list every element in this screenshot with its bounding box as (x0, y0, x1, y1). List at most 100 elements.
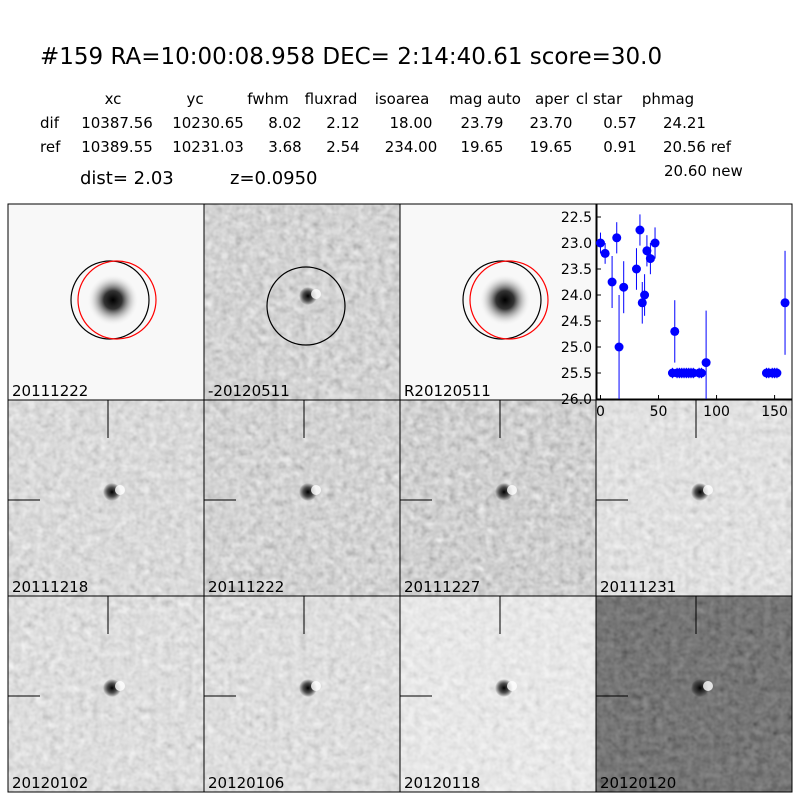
source-pos (115, 681, 125, 691)
point (619, 282, 629, 292)
column-header: cl star (576, 90, 623, 108)
stamp: 20120102 (7, 595, 205, 793)
aperture (462, 260, 542, 340)
cell: 23.79 (461, 114, 504, 132)
cell: 0.57 (603, 114, 636, 132)
cell: 2.12 (326, 114, 359, 132)
y-tick-label: 24.0 (561, 288, 592, 304)
redshift: z=0.0950 (230, 168, 318, 189)
row-label: dif (40, 114, 60, 132)
stamp-label: 20111222 (208, 578, 284, 596)
source-pos (311, 681, 321, 691)
source-pos (703, 485, 713, 495)
cell: 10389.55 (81, 138, 153, 156)
stamp-label: 20120118 (404, 774, 480, 792)
stamp: 20120120 (595, 595, 793, 793)
stamp-label: 20120102 (12, 774, 88, 792)
point (631, 264, 641, 274)
y-tick-label: 23.0 (561, 236, 592, 252)
panels: 20111222 -20120511 R20120511 20111218 201112… (7, 203, 793, 793)
dist: dist= 2.03 (80, 168, 174, 189)
point (642, 246, 652, 256)
plot-bg (596, 203, 793, 400)
x-tick-label: 50 (650, 404, 668, 420)
source-pos (507, 681, 517, 691)
aperture (266, 266, 346, 346)
cell: 10231.03 (172, 138, 244, 156)
column-header: mag auto (449, 90, 521, 108)
stamp-label: 20111231 (600, 578, 676, 596)
stamp: R20120511 (399, 203, 597, 401)
column-header: isoarea (375, 90, 430, 108)
stamp: 20111222 (7, 203, 205, 401)
point (637, 298, 647, 308)
point (600, 248, 610, 258)
cell: 10230.65 (172, 114, 244, 132)
cell: 20.56 ref (663, 138, 732, 156)
aperture (70, 260, 150, 340)
note: 20.60 new (664, 162, 743, 180)
x-tick-label: 0 (596, 404, 605, 420)
cell: 23.70 (530, 114, 573, 132)
stamp: 20120118 (399, 595, 597, 793)
cell: 18.00 (390, 114, 433, 132)
stamp-label: 20120106 (208, 774, 284, 792)
stamp: 20120106 (203, 595, 401, 793)
y-tick-label: 26.0 (561, 392, 592, 408)
cell: 3.68 (268, 138, 301, 156)
column-header: fwhm (247, 90, 288, 108)
aperture-ref (469, 260, 549, 340)
cell: 19.65 (530, 138, 573, 156)
stamp: 20111227 (399, 399, 597, 597)
stamp-label: -20120511 (208, 382, 290, 400)
stamp-label: 20111227 (404, 578, 480, 596)
point (650, 238, 660, 248)
point (645, 254, 655, 264)
stamp: -20120511 (203, 203, 401, 401)
stamp: 20111231 (595, 399, 793, 597)
source (87, 274, 139, 326)
stamp-label: 20111222 (12, 382, 88, 400)
y-tick-label: 22.5 (561, 210, 592, 226)
y-tick-label: 25.5 (561, 366, 592, 382)
cell: 19.65 (461, 138, 504, 156)
stamp-frame (595, 595, 793, 793)
source-pos (311, 485, 321, 495)
cell: 10387.56 (81, 114, 153, 132)
row-label: ref (40, 138, 61, 156)
point (635, 225, 645, 235)
point (696, 368, 706, 378)
point (701, 358, 711, 368)
y-tick-label: 24.5 (561, 314, 592, 330)
point (772, 368, 782, 378)
source-pos (115, 485, 125, 495)
point (640, 290, 650, 300)
point (614, 342, 624, 352)
table: xc yc fwhm fluxrad isoarea mag auto aper cl sta… (40, 90, 732, 156)
stamp-label: R20120511 (404, 382, 491, 400)
column-header: aper (535, 90, 570, 108)
point (670, 326, 680, 336)
source-pos (311, 289, 321, 299)
aperture-ref (77, 260, 157, 340)
x-tick-label: 100 (703, 404, 730, 420)
point (595, 238, 605, 248)
column-header: phmag (642, 90, 694, 108)
cell: 234.00 (385, 138, 438, 156)
column-header: yc (186, 90, 203, 108)
stamp-label: 20111218 (12, 578, 88, 596)
source (479, 274, 531, 326)
stamp-label: 20120120 (600, 774, 676, 792)
cell: 8.02 (268, 114, 301, 132)
point (612, 233, 622, 243)
cell: 0.91 (603, 138, 636, 156)
source-pos (507, 485, 517, 495)
point (780, 298, 790, 308)
cell: 2.54 (326, 138, 359, 156)
y-tick-label: 23.5 (561, 262, 592, 278)
lightcurve: 22.5 23.0 23.5 24.0 24.5 25.0 25.5 26.00 50 100 15… (561, 203, 793, 420)
y-tick-label: 25.0 (561, 340, 592, 356)
title: #159 RA=10:00:08.958 DEC= 2:14:40.61 sco… (40, 44, 662, 70)
x-tick-label: 150 (761, 404, 788, 420)
